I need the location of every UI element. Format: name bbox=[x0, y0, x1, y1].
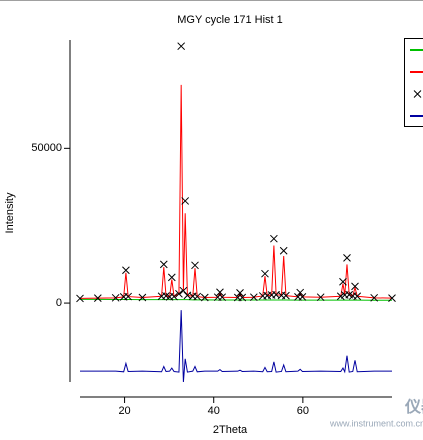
y-tick-label: 0 bbox=[56, 297, 62, 309]
legend-box bbox=[404, 38, 423, 127]
observed-marker bbox=[200, 293, 209, 302]
series-line bbox=[80, 310, 392, 383]
observed-marker bbox=[170, 292, 178, 301]
observed-marker bbox=[159, 260, 168, 269]
observed-marker bbox=[282, 291, 290, 300]
observed-marker bbox=[353, 292, 362, 301]
observed-marker bbox=[76, 294, 84, 303]
observed-marker bbox=[249, 293, 258, 302]
observed-marker bbox=[216, 288, 224, 297]
y-tick-label: 50000 bbox=[31, 142, 62, 154]
observed-marker bbox=[351, 282, 359, 291]
observed-marker bbox=[111, 293, 120, 302]
observed-marker bbox=[316, 293, 325, 302]
observed-marker bbox=[298, 293, 307, 301]
observed-marker bbox=[191, 261, 199, 270]
observed-marker bbox=[279, 246, 288, 255]
chart-title: MGY cycle 171 Hist 1 bbox=[177, 14, 283, 26]
observed-marker bbox=[193, 292, 202, 301]
observed-marker bbox=[124, 292, 132, 301]
observed-marker bbox=[370, 293, 379, 302]
series-line bbox=[79, 84, 393, 299]
observed-marker bbox=[388, 294, 396, 302]
observed-marker bbox=[343, 254, 351, 262]
x-axis-label: 2Theta bbox=[213, 424, 248, 436]
x-tick-label: 20 bbox=[118, 405, 130, 417]
observed-marker bbox=[177, 42, 186, 51]
observed-marker bbox=[218, 293, 227, 302]
observed-marker bbox=[122, 266, 130, 275]
y-axis-label: Intensity bbox=[4, 192, 16, 233]
observed-marker bbox=[339, 277, 347, 286]
legend-marker bbox=[413, 90, 422, 98]
observed-marker bbox=[175, 289, 183, 298]
x-tick-label: 60 bbox=[297, 405, 309, 417]
observed-marker bbox=[93, 294, 102, 302]
observed-marker bbox=[261, 269, 269, 278]
observed-marker bbox=[296, 288, 305, 297]
observed-marker bbox=[138, 293, 147, 302]
watermark-name: 仪器信息网 bbox=[404, 397, 423, 416]
observed-marker bbox=[236, 289, 244, 297]
observed-marker bbox=[270, 234, 278, 243]
x-tick-label: 40 bbox=[208, 405, 220, 417]
observed-marker bbox=[181, 197, 190, 205]
watermark-url: www.instrument.com.cn bbox=[329, 418, 423, 428]
observed-marker bbox=[167, 273, 176, 282]
observed-marker bbox=[238, 293, 247, 302]
